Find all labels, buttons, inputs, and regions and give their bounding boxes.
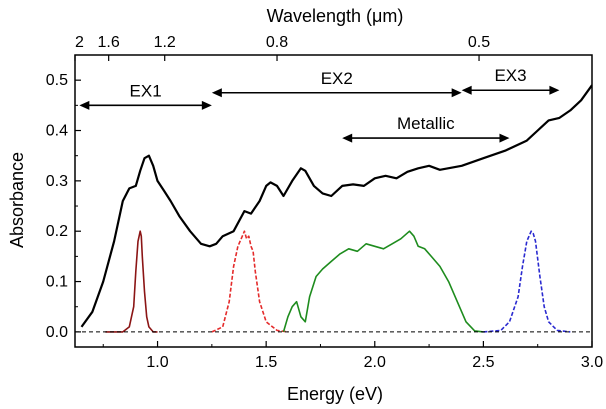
top-tick-label: 2 — [75, 34, 84, 51]
annotation-label: EX2 — [321, 69, 353, 88]
top-tick-label: 0.8 — [266, 34, 288, 51]
annotation-arrowhead-left — [79, 100, 90, 110]
y-axis-label: Absorbance — [7, 152, 27, 248]
y-tick-label: 0.4 — [46, 123, 68, 140]
annotation-label: Metallic — [397, 114, 455, 133]
top-tick-label: 1.2 — [154, 34, 176, 51]
annotation-arrowhead-right — [549, 85, 560, 95]
annotation-label: EX1 — [130, 81, 162, 100]
plot-frame — [74, 54, 593, 348]
annotation-layer: EX1 EX2 EX3 Metallic — [79, 66, 560, 143]
annotation-arrowhead-right — [499, 133, 510, 143]
annotation-arrowhead-left — [211, 88, 222, 98]
top-tick-label: 0.5 — [468, 34, 490, 51]
ticks-layer: 1.0 1.5 2.0 2.5 3.0 0.0 0.1 0.2 0.3 0.4 0.5 2 1.6 1.2… — [46, 34, 603, 371]
x-tick-label: 1.0 — [146, 354, 168, 371]
x-tick-label: 2.5 — [472, 354, 494, 371]
x-tick-label: 2.0 — [364, 354, 386, 371]
annotation-arrowhead-right — [451, 88, 462, 98]
annotation-arrowhead-left — [461, 85, 472, 95]
annotation-arrowhead-left — [342, 133, 353, 143]
series-line-4 — [282, 230, 484, 333]
y-tick-label: 0.1 — [46, 274, 68, 291]
annotation-arrowhead-right — [201, 100, 212, 110]
series-line-1 — [80, 84, 592, 328]
x-tick-label: 3.0 — [581, 354, 603, 371]
y-tick-label: 0.0 — [46, 324, 68, 341]
series-line-3 — [211, 230, 289, 333]
annotation-label: EX3 — [494, 66, 526, 85]
top-axis-label: Wavelength (μm) — [267, 6, 404, 26]
x-tick-label: 1.5 — [255, 354, 277, 371]
y-tick-label: 0.3 — [46, 173, 68, 190]
y-tick-label: 0.5 — [46, 72, 68, 89]
series-line-5 — [483, 230, 571, 333]
x-axis-label: Energy (eV) — [287, 384, 383, 404]
series-line-2 — [105, 230, 158, 333]
series-layer — [80, 84, 592, 333]
y-tick-label: 0.2 — [46, 223, 68, 240]
top-tick-label: 1.6 — [98, 34, 120, 51]
